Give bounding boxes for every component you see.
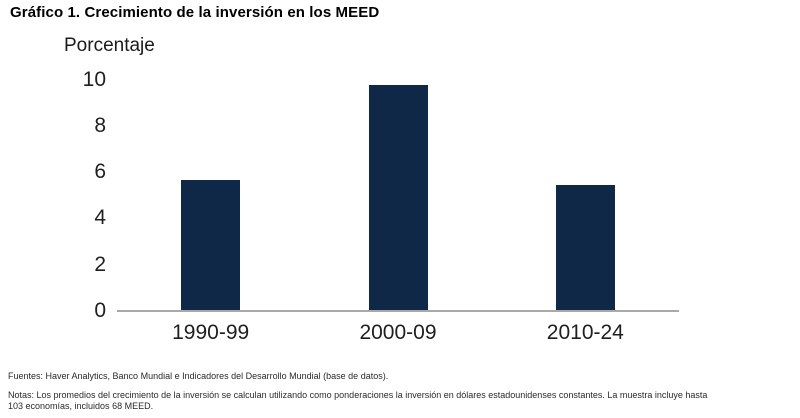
bar-2000-09 <box>368 85 428 310</box>
x-axis-tick-label: 2010-24 <box>546 321 624 344</box>
notes-text: Notas: Los promedios del crecimiento de … <box>8 390 707 411</box>
chart-title: Gráfico 1. Crecimiento de la inversión e… <box>10 4 380 21</box>
y-axis-tick-label: 2 <box>94 252 106 276</box>
y-axis-unit-label: Porcentaje <box>64 35 155 56</box>
bar-1990-99 <box>181 180 241 310</box>
notes-line-2: 103 economías, incluidos 68 MEED. <box>8 400 154 411</box>
x-axis-line <box>117 310 679 312</box>
y-axis-tick-label: 0 <box>94 299 106 322</box>
y-axis-tick-label: 8 <box>94 113 106 137</box>
x-axis-tick-label: 2000-09 <box>359 321 437 344</box>
y-axis-tick-label: 4 <box>94 206 106 230</box>
notes-line-1: Notas: Los promedios del crecimiento de … <box>8 390 708 400</box>
y-axis-tick-label: 10 <box>82 67 106 91</box>
x-axis-tick-label: 1990-99 <box>172 321 250 344</box>
bar-2010-24 <box>555 184 615 310</box>
y-axis-tick-label: 6 <box>94 160 106 184</box>
sources-text: Fuentes: Haver Analytics, Banco Mundial … <box>8 371 389 381</box>
